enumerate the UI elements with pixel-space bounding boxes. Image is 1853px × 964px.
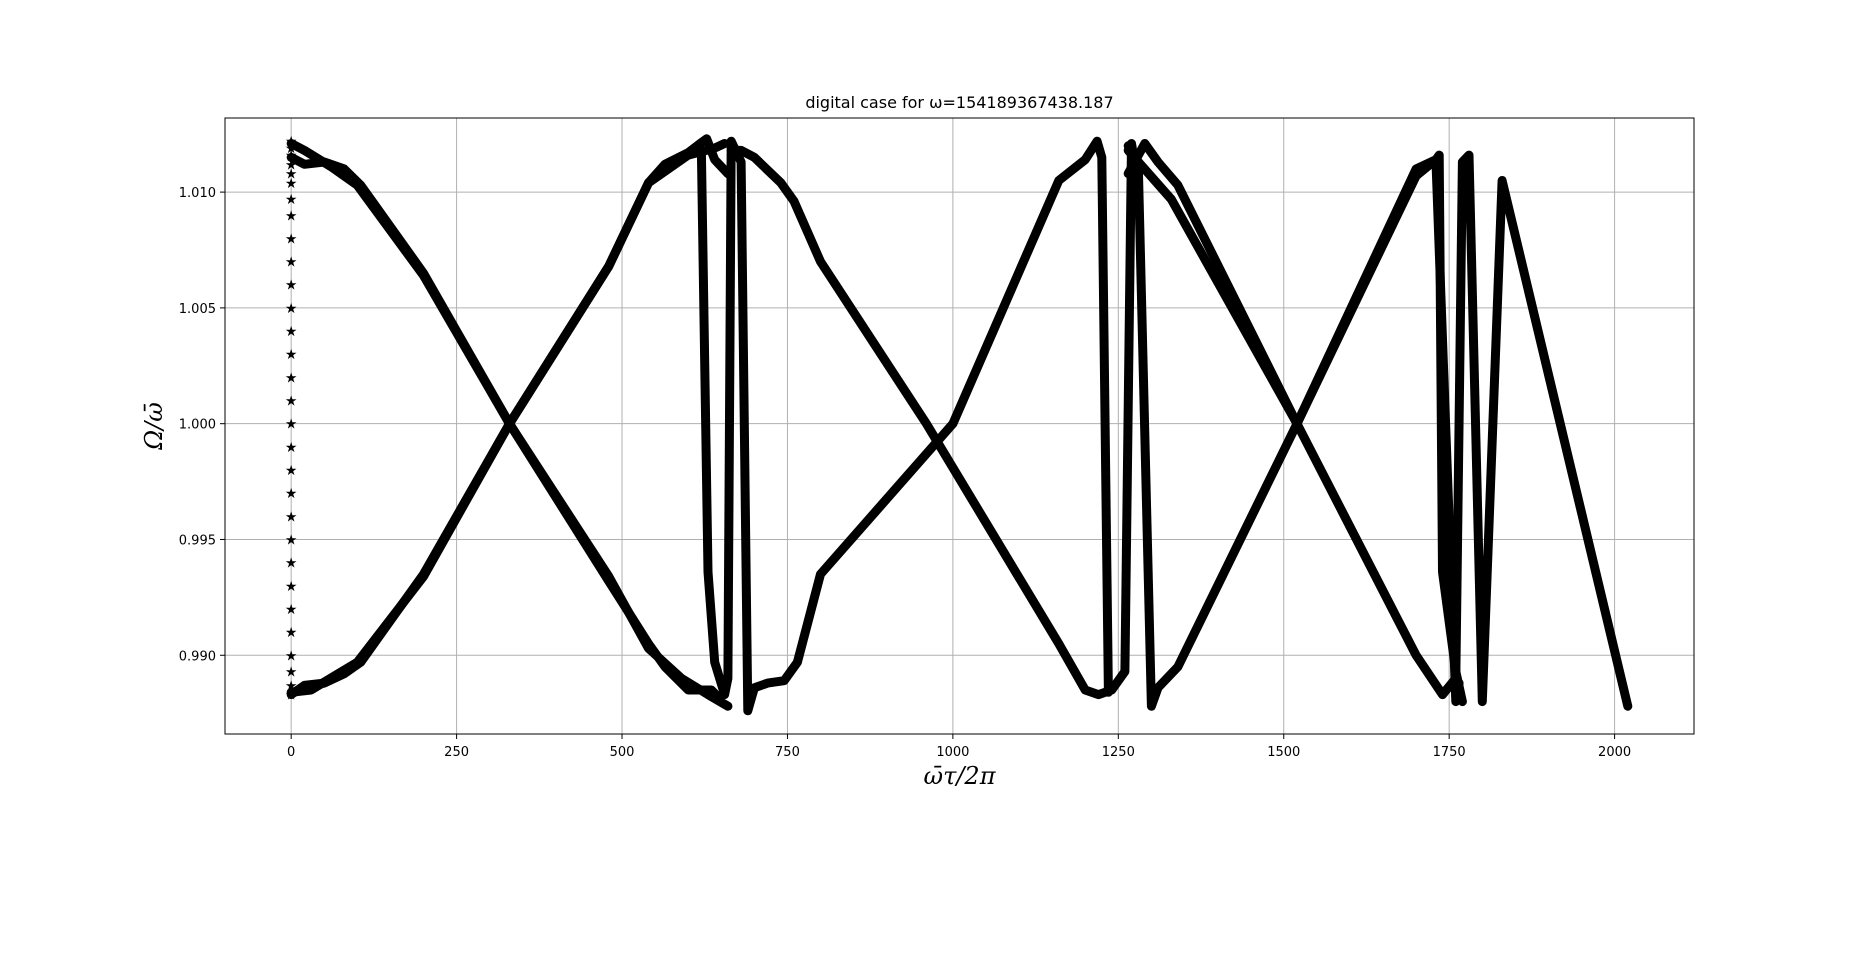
- x-tick-label: 2000: [1598, 745, 1631, 760]
- data-point-marker: ★: [285, 509, 298, 525]
- series-line-9: [1123, 145, 1633, 711]
- data-point-marker: ★: [285, 648, 298, 664]
- plot-frame: [224, 117, 1695, 735]
- data-point-marker: ★: [285, 141, 298, 157]
- x-tick-label: 500: [610, 745, 635, 760]
- data-point-marker: ★: [285, 440, 298, 456]
- data-point-marker: ★: [285, 664, 298, 680]
- x-tick-label: 1750: [1433, 745, 1466, 760]
- y-tick-label: 1.010: [179, 186, 216, 201]
- x-axis-ticks: 0 250 500 750 1000 1250 1500 1750 2000: [287, 734, 1631, 760]
- x-tick-label: 1250: [1102, 745, 1135, 760]
- data-point-marker: ★: [285, 192, 298, 208]
- y-tick-label: 0.990: [179, 649, 216, 664]
- y-tick-label: 0.995: [179, 533, 216, 548]
- data-point-marker: ★: [285, 301, 298, 317]
- data-point-marker: ★: [285, 688, 298, 704]
- y-tick-label: 1.000: [179, 418, 216, 433]
- data-point-marker: ★: [285, 532, 298, 548]
- data-point-marker: ★: [285, 347, 298, 363]
- x-tick-label: 0: [287, 745, 295, 760]
- x-tick-label: 1500: [1267, 745, 1300, 760]
- data-point-marker: ★: [285, 625, 298, 641]
- x-axis-label: ω̄τ/2π: [924, 762, 997, 790]
- data-point-marker: ★: [285, 324, 298, 340]
- series-line-5: [696, 136, 1113, 716]
- data-point-marker: ★: [285, 134, 298, 150]
- series-group: [286, 134, 1633, 716]
- marker-group: ★★★★★★★★★★★★★★★★★★★★★★★★★★★★★★: [285, 134, 298, 703]
- y-axis-ticks: 0.990 0.995 1.000 1.005 1.010: [179, 186, 225, 664]
- data-point-marker: ★: [285, 370, 298, 386]
- y-tick-label: 1.005: [179, 302, 216, 317]
- data-point-marker: ★: [285, 486, 298, 502]
- x-tick-label: 750: [775, 745, 800, 760]
- data-point-marker: ★: [285, 157, 298, 173]
- series-line-8: [1123, 141, 1464, 711]
- data-point-marker: ★: [285, 167, 298, 183]
- y-axis-label: Ω/ω̄: [140, 402, 168, 451]
- data-point-marker: ★: [285, 579, 298, 595]
- x-tick-label: 250: [444, 745, 469, 760]
- data-point-marker: ★: [285, 463, 298, 479]
- data-point-marker: ★: [285, 556, 298, 572]
- data-point-marker: ★: [285, 602, 298, 618]
- data-point-marker: ★: [285, 148, 298, 164]
- data-point-marker: ★: [285, 176, 298, 192]
- data-point-marker: ★: [285, 208, 298, 224]
- data-point-marker: ★: [285, 255, 298, 271]
- data-point-marker: ★: [285, 231, 298, 247]
- x-tick-label: 1000: [936, 745, 969, 760]
- data-point-marker: ★: [285, 678, 298, 694]
- series-line-6: [726, 139, 1140, 700]
- chart-title: digital case for ω=154189367438.187: [805, 93, 1113, 112]
- data-point-marker: ★: [285, 394, 298, 410]
- data-point-marker: ★: [285, 417, 298, 433]
- series-line-4: [286, 139, 733, 711]
- data-point-marker: ★: [285, 278, 298, 294]
